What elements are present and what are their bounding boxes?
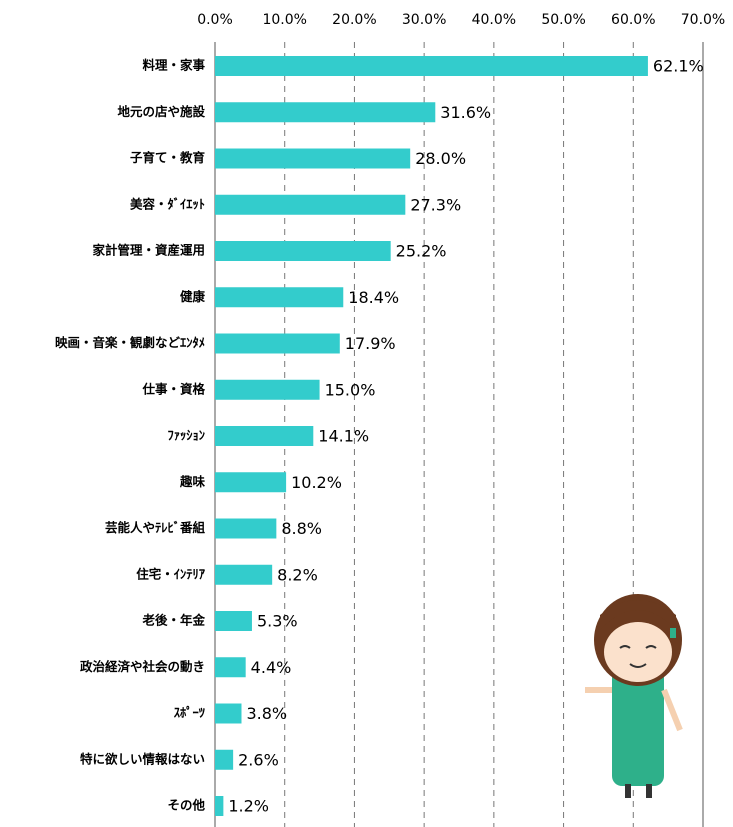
value-label: 4.4% — [251, 658, 292, 677]
x-tick-label: 40.0% — [472, 12, 516, 28]
y-tick-label: ｽﾎﾟｰﾂ — [174, 705, 206, 720]
value-label: 8.8% — [281, 519, 322, 538]
y-tick-label: 特に欲しい情報はない — [80, 751, 205, 766]
x-tick-label: 60.0% — [611, 12, 655, 28]
y-tick-label: その他 — [167, 798, 205, 813]
value-label: 14.1% — [318, 427, 369, 446]
y-tick-label: 趣味 — [179, 474, 206, 489]
y-tick-label: 美容・ﾀﾞｲｴｯﾄ — [130, 196, 205, 211]
value-label: 3.8% — [246, 704, 287, 723]
x-tick-label: 20.0% — [332, 12, 376, 28]
value-label: 15.0% — [325, 380, 376, 399]
bar — [215, 148, 411, 169]
y-tick-label: 住宅・ｲﾝﾃﾘｱ — [136, 566, 206, 581]
bar — [215, 749, 234, 770]
bar — [215, 102, 436, 123]
x-tick-label: 0.0% — [197, 12, 233, 28]
bar — [215, 426, 314, 446]
illustration — [585, 594, 683, 798]
value-label: 10.2% — [291, 473, 342, 492]
y-tick-label: 子育て・教育 — [130, 150, 206, 165]
value-label: 5.3% — [257, 612, 298, 631]
y-tick-label: 健康 — [180, 289, 206, 304]
bar — [215, 703, 242, 724]
x-tick-label: 30.0% — [402, 12, 446, 28]
bar — [215, 333, 340, 354]
x-tick-label: 10.0% — [262, 12, 306, 28]
bar — [215, 518, 277, 539]
y-tick-label: 老後・年金 — [141, 613, 205, 628]
value-label: 1.2% — [228, 797, 269, 816]
x-tick-label: 70.0% — [681, 12, 725, 28]
bar — [215, 194, 406, 215]
y-tick-label: ﾌｧｯｼｮﾝ — [167, 428, 205, 443]
x-tick-label: 50.0% — [541, 12, 585, 28]
bar — [215, 241, 391, 261]
bar — [215, 564, 273, 585]
value-label: 28.0% — [415, 149, 466, 168]
y-tick-label: 仕事・資格 — [141, 381, 205, 396]
bar — [215, 287, 344, 308]
value-label: 25.2% — [396, 242, 447, 261]
value-label: 62.1% — [653, 57, 704, 76]
bar — [215, 379, 320, 400]
bar — [215, 56, 648, 76]
bar — [215, 611, 252, 631]
value-label: 8.2% — [277, 565, 318, 584]
bar — [215, 472, 287, 493]
value-label: 31.6% — [440, 103, 491, 122]
y-tick-label: 料理・家事 — [142, 58, 205, 73]
bar — [215, 657, 246, 678]
y-tick-label: 芸能人やﾃﾚﾋﾞ番組 — [105, 520, 206, 535]
y-tick-label: 政治経済や社会の動き — [80, 659, 205, 674]
bar — [215, 796, 224, 816]
y-tick-label: 地元の店や施設 — [117, 104, 205, 119]
y-tick-label: 映画・音楽・観劇などｴﾝﾀﾒ — [55, 335, 205, 350]
y-tick-label: 家計管理・資産運用 — [92, 243, 205, 258]
value-label: 2.6% — [238, 750, 279, 769]
value-label: 27.3% — [410, 195, 461, 214]
value-label: 17.9% — [345, 334, 396, 353]
value-label: 18.4% — [348, 288, 399, 307]
